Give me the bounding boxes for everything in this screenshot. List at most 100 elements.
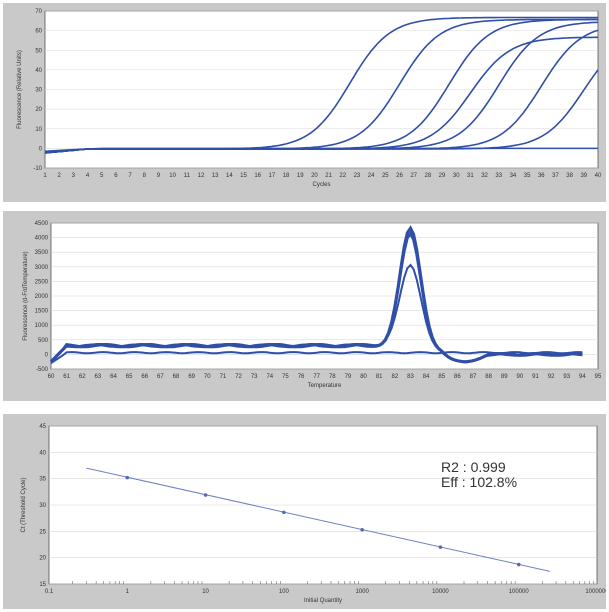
y-tick-label: 3500 [35, 250, 49, 256]
x-tick-label: 5 [100, 173, 104, 179]
efficiency-annotation: Eff : 102.8% [441, 474, 517, 490]
x-tick-label: 31 [467, 173, 474, 179]
data-point [516, 562, 521, 567]
y-tick-label: 70 [35, 9, 42, 15]
y-tick-label: 3000 [35, 265, 49, 271]
x-tick-label: 74 [266, 374, 273, 380]
x-tick-label: 78 [329, 374, 336, 380]
x-tick-label: 80 [360, 374, 367, 380]
y-tick-label: 50 [35, 48, 42, 54]
x-tick-label: 1 [43, 173, 47, 179]
x-tick-label: 39 [580, 173, 587, 179]
x-tick-label: 9 [157, 173, 161, 179]
y-tick-label: 40 [35, 68, 42, 74]
x-tick-label: 6 [114, 173, 118, 179]
x-tick-label: 83 [407, 374, 414, 380]
y-tick-label: 1000 [35, 323, 49, 329]
y-tick-label: 25 [39, 529, 46, 535]
melt-curve-plot: Fluorescence (d-F/dTemperature) Temperatu… [23, 221, 602, 389]
x-tick-label: 87 [470, 374, 477, 380]
x-axis-label: Cycles [312, 182, 330, 188]
x-tick-label: 36 [538, 173, 545, 179]
data-point [282, 510, 286, 515]
x-tick-label: 92 [548, 374, 555, 380]
x-tick-label: 71 [220, 374, 227, 380]
x-tick-label: 26 [396, 173, 403, 179]
x-tick-label: 4 [86, 173, 90, 179]
x-tick-label: 19 [297, 173, 304, 179]
x-tick-label: 15 [240, 173, 247, 179]
y-tick-label: 2500 [35, 279, 49, 285]
x-tick-label: 2 [58, 173, 62, 179]
x-tick-label: 75 [282, 374, 289, 380]
y-tick-label: 60 [35, 29, 42, 35]
x-tick-label: 16 [254, 173, 261, 179]
x-tick-label: 85 [438, 374, 445, 380]
y-tick-label: 35 [39, 477, 46, 483]
x-tick-label: 84 [423, 374, 430, 380]
x-tick-label: 8 [143, 173, 147, 179]
y-tick-label: 4500 [35, 221, 49, 227]
x-tick-label: 70 [204, 374, 211, 380]
fit-line [86, 467, 550, 572]
x-tick-label: 10000 [432, 589, 449, 595]
x-tick-label: 20 [311, 173, 318, 179]
x-tick-label: 40 [595, 173, 602, 179]
x-tick-label: 13 [212, 173, 219, 179]
y-tick-label: -500 [36, 367, 49, 373]
x-tick-label: 10 [169, 173, 176, 179]
y-tick-label: 2000 [35, 294, 49, 300]
y-tick-label: 10 [35, 127, 42, 133]
x-tick-label: 94 [579, 374, 586, 380]
r2-annotation: R2 : 0.999 [441, 459, 506, 475]
y-axis-label: Fluorescence (Relative Units) [17, 50, 23, 129]
data-point [360, 527, 364, 532]
x-tick-label: 91 [532, 374, 539, 380]
x-tick-label: 67 [157, 374, 164, 380]
x-tick-label: 22 [339, 173, 346, 179]
x-tick-label: 1000 [355, 589, 369, 595]
y-axis-label: Fluorescence (d-F/dTemperature) [23, 251, 29, 340]
x-tick-label: 77 [313, 374, 320, 380]
x-tick-label: 93 [563, 374, 570, 380]
x-tick-label: 7 [128, 173, 132, 179]
x-tick-label: 25 [382, 173, 389, 179]
y-tick-label: 1500 [35, 309, 49, 315]
x-tick-label: 72 [235, 374, 242, 380]
x-tick-label: 21 [325, 173, 332, 179]
y-tick-label: 0 [39, 146, 43, 152]
x-tick-label: 95 [595, 374, 602, 380]
x-tick-label: 1 [126, 589, 130, 595]
series-line [50, 351, 583, 365]
x-tick-label: 60 [48, 374, 55, 380]
standard-curve-panel: Ct (Threshold Cycle) Initial Quantity 15 20… [3, 414, 606, 609]
x-tick-label: 100000 [509, 589, 530, 595]
y-tick-label: 40 [39, 450, 46, 456]
x-tick-label: 61 [63, 374, 70, 380]
x-tick-label: 69 [188, 374, 195, 380]
x-tick-label: 76 [298, 374, 305, 380]
x-tick-label: 17 [269, 173, 276, 179]
x-tick-label: 68 [173, 374, 180, 380]
y-axis-label: Ct (Threshold Cycle) [21, 477, 27, 532]
x-tick-label: 79 [345, 374, 352, 380]
amplification-plot: Fluorescence (Relative Units) Cycles -10 0 1… [17, 9, 602, 188]
x-tick-label: 66 [141, 374, 148, 380]
x-tick-label: 24 [368, 173, 375, 179]
x-tick-label: 1000000 [585, 589, 606, 595]
y-tick-label: 4000 [35, 236, 49, 242]
x-tick-label: 35 [524, 173, 531, 179]
x-tick-label: 100 [279, 589, 290, 595]
x-tick-label: 38 [566, 173, 573, 179]
x-tick-label: 65 [126, 374, 133, 380]
y-tick-label: 30 [35, 88, 42, 94]
x-tick-label: 32 [481, 173, 488, 179]
y-tick-label: 20 [39, 556, 46, 562]
x-tick-label: 10 [202, 589, 209, 595]
y-tick-label: 45 [39, 424, 46, 430]
x-tick-label: 73 [251, 374, 258, 380]
x-tick-label: 30 [453, 173, 460, 179]
x-tick-label: 63 [95, 374, 102, 380]
data-point [125, 475, 130, 480]
y-tick-label: 20 [35, 107, 42, 113]
